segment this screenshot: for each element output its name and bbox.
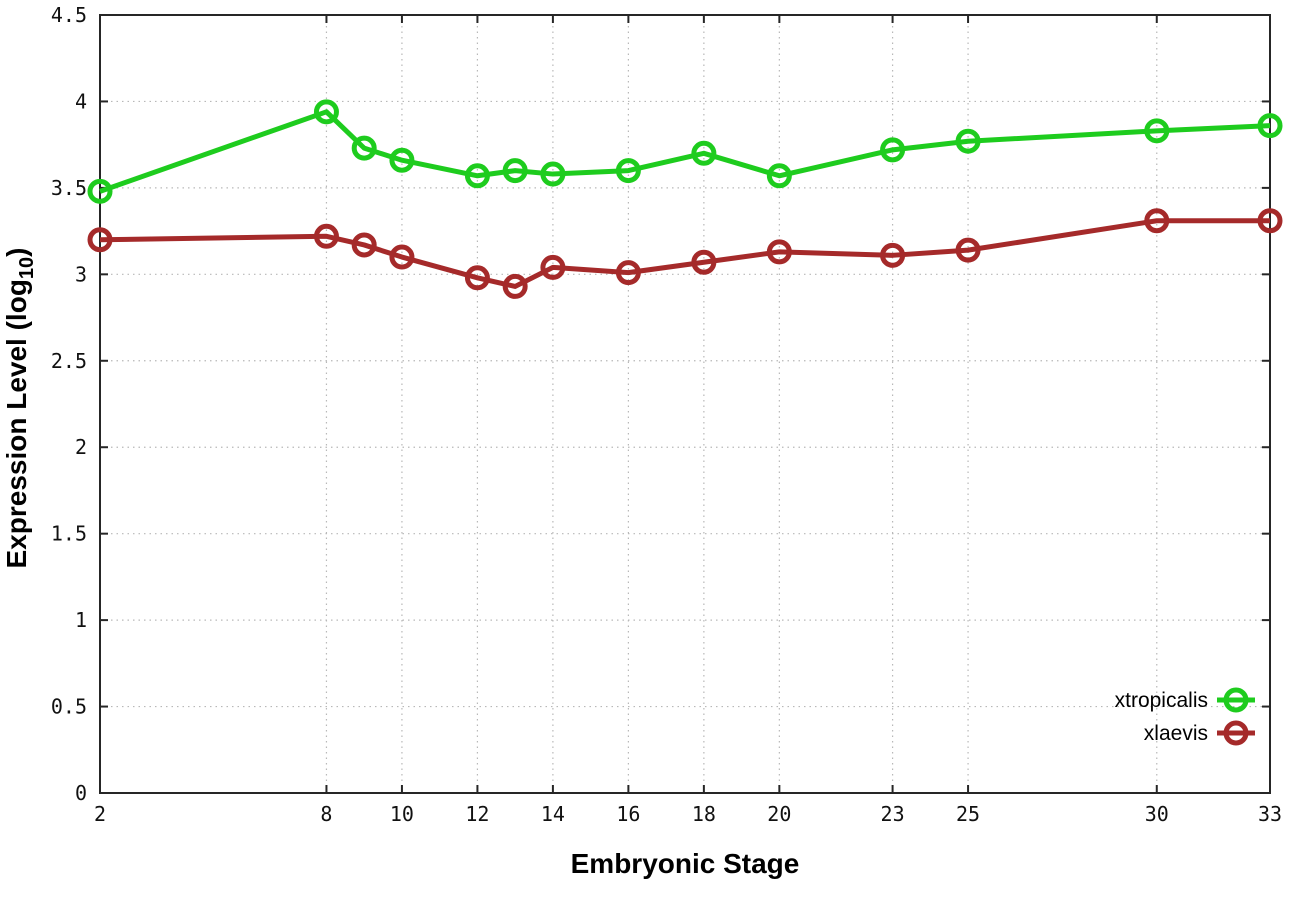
y-axis-title-subscript: 10 <box>15 256 38 280</box>
data-point-xlaevis <box>87 227 113 253</box>
y-tick-label: 2.5 <box>51 349 87 373</box>
data-point-xtropicalis <box>1144 118 1170 144</box>
x-axis-title: Embryonic Stage <box>570 848 800 879</box>
data-point-xtropicalis <box>615 158 641 184</box>
data-point-xlaevis <box>880 242 906 268</box>
data-point-xlaevis <box>691 249 717 275</box>
data-point-xlaevis <box>313 223 339 249</box>
data-point-xtropicalis <box>87 178 113 204</box>
y-tick-label: 1.5 <box>51 522 87 546</box>
y-axis-title-prefix: Expression Level (log <box>1 279 33 569</box>
data-point-xlaevis <box>766 239 792 265</box>
y-axis-title-text: Expression Level (log10) <box>1 248 39 569</box>
x-tick-label: 16 <box>616 802 640 826</box>
x-tick-label: 8 <box>320 802 332 826</box>
y-tick-label: 3.5 <box>51 176 87 200</box>
data-point-xtropicalis <box>502 158 528 184</box>
x-tick-label: 14 <box>541 802 565 826</box>
data-point-xtropicalis <box>351 135 377 161</box>
x-tick-label: 18 <box>692 802 716 826</box>
series-line-xtropicalis <box>99 109 1271 194</box>
y-tick-label: 1 <box>75 608 87 632</box>
data-point-xlaevis <box>502 273 528 299</box>
data-point-xlaevis <box>1257 208 1283 234</box>
x-tick-label: 25 <box>956 802 980 826</box>
data-point-xlaevis <box>615 260 641 286</box>
data-point-xtropicalis <box>389 147 415 173</box>
series-line-xlaevis <box>99 218 1270 289</box>
data-point-xtropicalis <box>313 99 339 125</box>
x-tick-label: 33 <box>1258 802 1282 826</box>
x-tick-label: 23 <box>881 802 905 826</box>
data-point-xlaevis <box>540 254 566 280</box>
data-point-xlaevis <box>389 244 415 270</box>
y-tick-label: 4 <box>75 89 87 113</box>
y-axis-title-suffix: ) <box>1 247 33 257</box>
data-point-xlaevis <box>1144 208 1170 234</box>
x-tick-label: 10 <box>390 802 414 826</box>
data-point-xtropicalis <box>464 163 490 189</box>
legend-marker-xtropicalis <box>1223 687 1249 713</box>
data-point-xlaevis <box>464 265 490 291</box>
data-point-xlaevis <box>351 232 377 258</box>
data-point-xtropicalis <box>1257 113 1283 139</box>
x-tick-label: 12 <box>465 802 489 826</box>
data-point-xtropicalis <box>955 128 981 154</box>
data-point-xtropicalis <box>880 137 906 163</box>
x-tick-label: 20 <box>767 802 791 826</box>
plot-border <box>99 14 1271 794</box>
data-point-xlaevis <box>955 237 981 263</box>
y-tick-label: 0 <box>75 781 87 805</box>
y-tick-label: 0.5 <box>51 695 87 719</box>
legend-label-xlaevis: xlaevis <box>1144 722 1208 745</box>
data-point-xtropicalis <box>540 161 566 187</box>
legend-marker-xlaevis <box>1223 720 1249 746</box>
y-tick-label: 2 <box>75 435 87 459</box>
x-tick-label: 30 <box>1145 802 1169 826</box>
data-point-xtropicalis <box>691 140 717 166</box>
data-point-xtropicalis <box>766 163 792 189</box>
y-tick-label: 4.5 <box>51 3 87 27</box>
legend-label-xtropicalis: xtropicalis <box>1115 689 1208 712</box>
x-tick-label: 2 <box>94 802 106 826</box>
y-tick-label: 3 <box>75 262 87 286</box>
